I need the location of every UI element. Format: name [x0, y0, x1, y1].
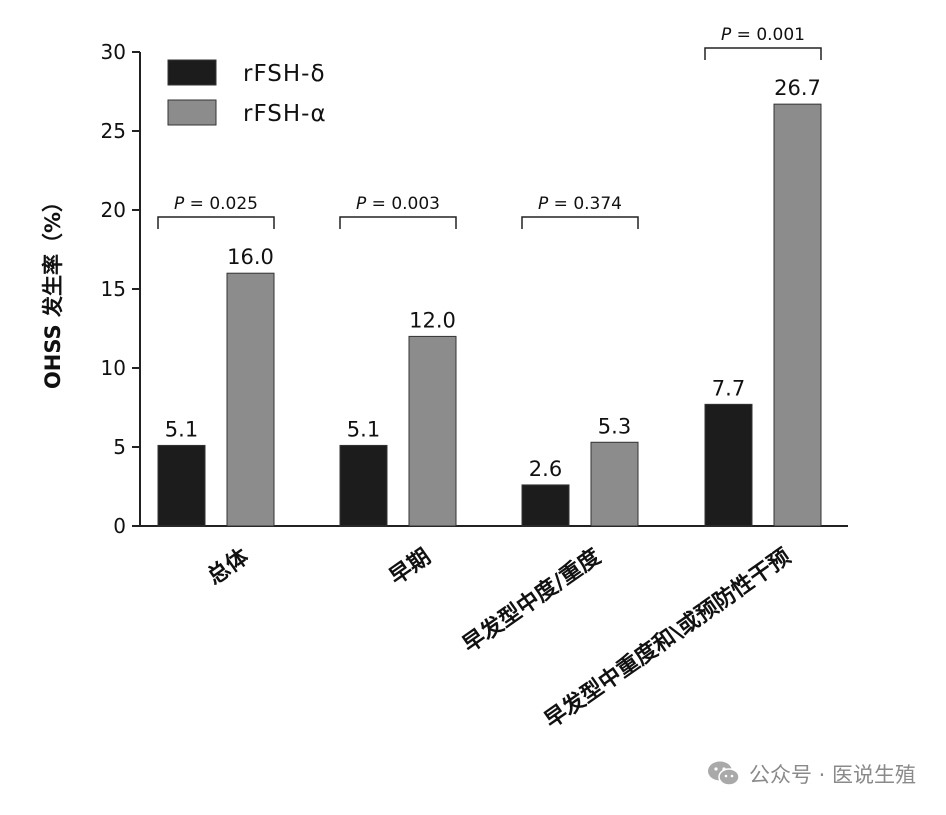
bar — [704, 403, 753, 527]
watermark: 公众号 · 医说生殖 — [707, 757, 916, 791]
p-symbol: P — [721, 25, 732, 45]
y-tick-label: 10 — [101, 356, 126, 380]
y-tick-label: 0 — [113, 514, 126, 538]
bar — [408, 335, 457, 527]
p-value-label: P = 0.025 — [174, 194, 258, 214]
p-value-bracket — [704, 47, 822, 60]
p-symbol: P — [356, 194, 367, 214]
y-tick-label: 20 — [101, 198, 126, 222]
p-value-label: P = 0.001 — [721, 25, 805, 45]
p-value-bracket — [521, 216, 639, 229]
bar-value-label: 5.1 — [347, 417, 380, 441]
watermark-text: 公众号 · 医说生殖 — [748, 763, 916, 787]
bar-value-label: 26.7 — [774, 76, 821, 100]
bar-value-label: 2.6 — [529, 457, 562, 481]
y-tick-label: 15 — [101, 277, 126, 301]
p-symbol: P — [174, 194, 185, 214]
p-value: = 0.001 — [731, 25, 805, 45]
bar-value-label: 5.3 — [598, 414, 631, 438]
p-value-bracket — [157, 216, 275, 229]
bar — [157, 444, 206, 527]
bar — [226, 272, 275, 527]
legend-label: rFSH-α — [243, 101, 327, 127]
y-tick-label: 30 — [101, 40, 126, 64]
bar-value-label: 12.0 — [409, 308, 456, 332]
legend-swatch — [167, 59, 217, 86]
bar-value-label: 5.1 — [165, 417, 198, 441]
legend-swatch — [167, 99, 217, 126]
p-value-label: P = 0.374 — [538, 194, 622, 214]
category-label: 早发型中度/重度 — [458, 543, 606, 658]
legend-label: rFSH-δ — [243, 61, 326, 87]
bar — [339, 444, 388, 527]
bar — [590, 441, 639, 527]
y-tick-label: 5 — [113, 435, 126, 459]
category-label: 总体 — [202, 543, 254, 590]
bars: 5.1 16.0 5.1 12.0 2.6 5.3 7.7 26.7 — [157, 76, 822, 527]
wechat-icon — [707, 761, 740, 786]
p-value: = 0.025 — [184, 194, 258, 214]
p-value-label: P = 0.003 — [356, 194, 440, 214]
bar — [773, 103, 822, 527]
p-value: = 0.003 — [366, 194, 440, 214]
y-axis-label: OHSS 发生率（%） — [41, 191, 65, 389]
y-tick-label: 25 — [101, 119, 126, 143]
p-symbol: P — [538, 194, 549, 214]
legend: rFSH-δ rFSH-α — [167, 59, 327, 127]
bar-value-label: 16.0 — [227, 245, 274, 269]
p-value-bracket — [339, 216, 457, 229]
bar — [521, 484, 570, 527]
category-label: 早期 — [385, 544, 435, 590]
p-value: = 0.374 — [548, 194, 622, 214]
bar-value-label: 7.7 — [712, 376, 745, 400]
